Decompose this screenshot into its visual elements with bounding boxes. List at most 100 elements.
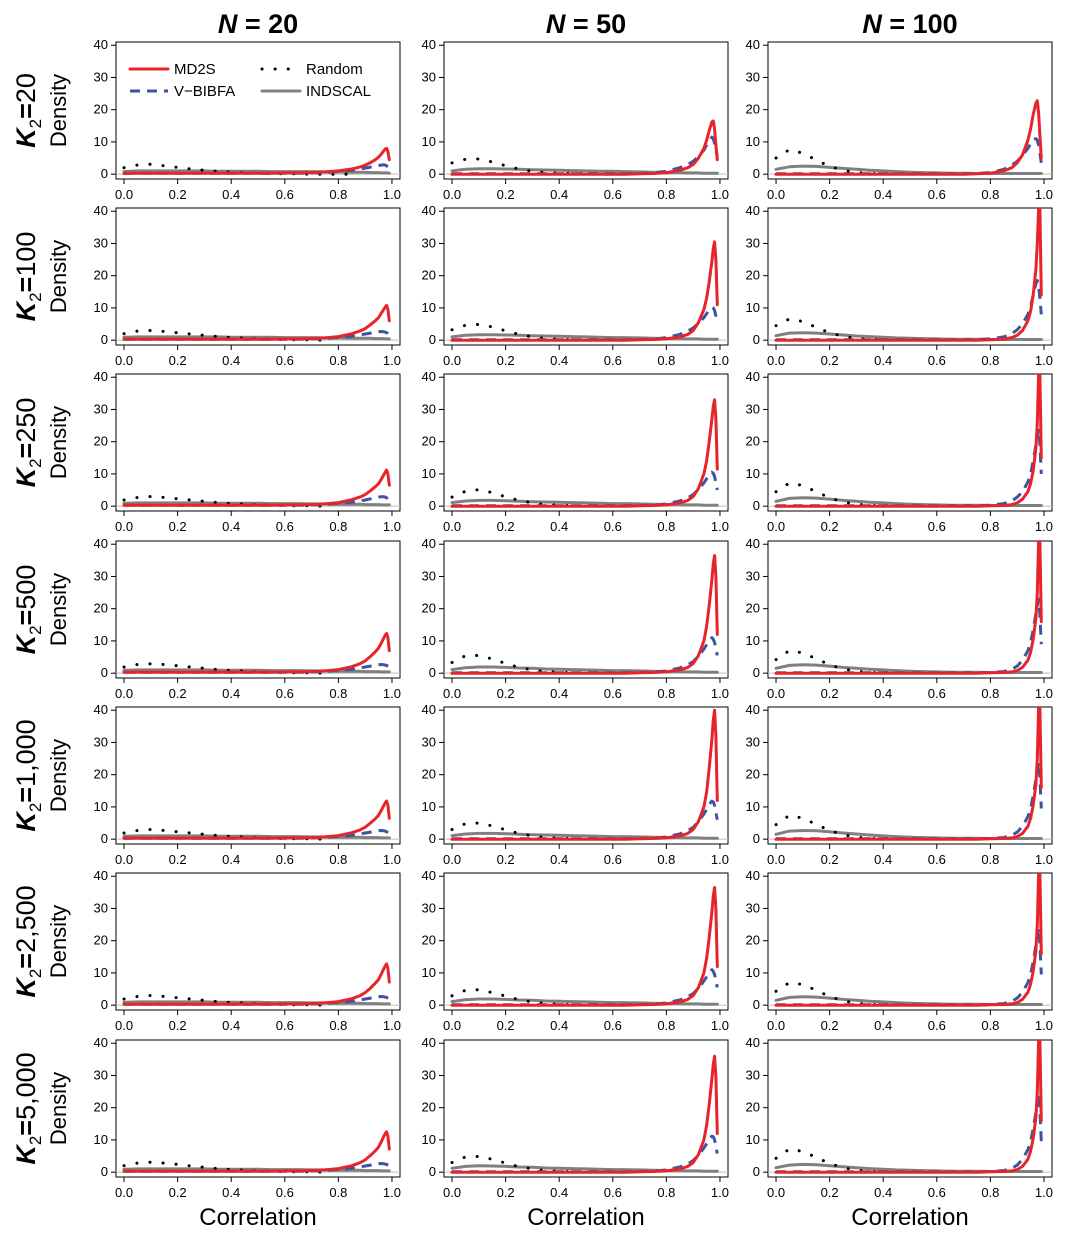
column-title-value: 20 (268, 9, 298, 39)
row-label-value: 5,000 (11, 1052, 41, 1120)
x-tick-label: 0.0 (443, 1018, 461, 1033)
series-line-md2s (774, 99, 1043, 176)
column-title-eq: = (882, 9, 913, 39)
y-tick-label: 30 (94, 401, 108, 416)
y-tick-label: 30 (746, 235, 760, 250)
y-tick-label: 30 (94, 900, 108, 915)
y-tick-label: 40 (94, 203, 108, 218)
y-tick-label: 20 (746, 601, 760, 616)
y-tick-label: 10 (94, 466, 108, 481)
x-tick-label: 0.8 (329, 686, 347, 701)
row-label-value: 2,500 (11, 885, 41, 953)
column-title-symbol: N (546, 9, 566, 39)
x-tick-label: 0.0 (443, 187, 461, 202)
y-tick-label: 40 (746, 702, 760, 717)
row-label-k: K2=500 (11, 565, 45, 655)
y-tick-label: 10 (422, 799, 436, 814)
x-tick-label: 0.0 (767, 852, 785, 867)
column-title: N = 100 (862, 9, 957, 39)
x-tick-label: 1.0 (711, 353, 729, 368)
y-axis-label: Density (46, 1072, 71, 1145)
y-tick-label: 10 (422, 1132, 436, 1147)
plot-frame (443, 706, 729, 845)
series-line-md2s (450, 708, 719, 841)
x-tick-label: 0.4 (874, 686, 892, 701)
plot-frame (115, 706, 401, 845)
y-tick-label: 40 (422, 702, 436, 717)
x-tick-label: 0.4 (550, 1185, 568, 1200)
x-tick-label: 0.6 (604, 686, 622, 701)
x-tick-label: 0.6 (276, 519, 294, 534)
y-tick-label: 30 (746, 1067, 760, 1082)
x-tick-label: 0.0 (443, 1185, 461, 1200)
y-tick-label: 20 (94, 767, 108, 782)
panel: 0 10 20 30 40 0.0 0.2 0.4 0.6 0.8 1.0 (422, 536, 729, 701)
panel: 0 10 20 30 40 0.0 0.2 0.4 0.6 0.8 1.0 (746, 1035, 1053, 1200)
y-axis-label: Density (46, 905, 71, 978)
x-tick-label: 0.0 (443, 852, 461, 867)
x-tick-label: 0.4 (222, 1018, 240, 1033)
row-label-symbol: K (11, 299, 41, 321)
y-tick-label: 10 (422, 965, 436, 980)
x-tick-label: 0.0 (767, 686, 785, 701)
series-line-md2s (774, 873, 1043, 1007)
row-label: K2=500 Density (11, 565, 71, 655)
x-tick-label: 0.2 (821, 852, 839, 867)
x-tick-label: 0.8 (329, 353, 347, 368)
x-tick-label: 0.8 (329, 1018, 347, 1033)
row-label-eq: = (11, 1120, 41, 1136)
row-label-eq: = (11, 953, 41, 969)
plot-frame (767, 706, 1053, 845)
y-tick-label: 0 (101, 997, 108, 1012)
y-tick-label: 20 (94, 268, 108, 283)
y-tick-label: 40 (422, 536, 436, 551)
plot-frame (767, 41, 1053, 180)
x-tick-label: 0.0 (767, 353, 785, 368)
y-tick-label: 10 (422, 633, 436, 648)
x-tick-label: 0.6 (276, 353, 294, 368)
x-tick-label: 0.8 (981, 187, 999, 202)
x-tick-label: 1.0 (1035, 852, 1053, 867)
x-tick-label: 0.8 (329, 852, 347, 867)
y-tick-label: 20 (422, 1100, 436, 1115)
y-tick-label: 40 (94, 1035, 108, 1050)
column-title-eq: = (237, 9, 268, 39)
row-label-symbol: K (11, 126, 41, 148)
column-title-symbol: N (862, 9, 882, 39)
y-tick-label: 0 (429, 498, 436, 513)
panel: 0 10 20 30 40 0.0 0.2 0.4 0.6 0.8 1.0 (746, 203, 1053, 368)
row-label-k: K2=2,500 (11, 885, 45, 997)
x-tick-label: 1.0 (711, 852, 729, 867)
row-label-subscript: 2 (26, 969, 45, 978)
x-tick-label: 0.6 (928, 1185, 946, 1200)
row-label: K2=20 Density (11, 73, 71, 148)
x-tick-label: 1.0 (1035, 187, 1053, 202)
panel: 0 10 20 30 40 0.0 0.2 0.4 0.6 0.8 1.0 (746, 37, 1053, 202)
y-tick-label: 40 (94, 702, 108, 717)
column-title: N = 20 (218, 9, 298, 39)
x-tick-label: 1.0 (383, 686, 401, 701)
y-tick-label: 40 (746, 868, 760, 883)
y-tick-label: 0 (753, 166, 760, 181)
y-tick-label: 10 (746, 134, 760, 149)
x-tick-label: 0.6 (276, 1018, 294, 1033)
series-line-md2s (122, 1130, 391, 1173)
y-tick-label: 40 (94, 369, 108, 384)
x-tick-label: 0.2 (497, 852, 515, 867)
x-tick-label: 0.2 (497, 686, 515, 701)
x-tick-label: 0.4 (222, 353, 240, 368)
panel: 0 10 20 30 40 0.0 0.2 0.4 0.6 0.8 1.0 (746, 868, 1053, 1033)
y-axis-label: Density (46, 573, 71, 646)
row-label: K2=100 Density (11, 232, 71, 322)
x-tick-label: 0.2 (497, 353, 515, 368)
x-tick-label: 0.6 (928, 686, 946, 701)
series-line-md2s (774, 1040, 1043, 1174)
x-tick-label: 0.8 (329, 519, 347, 534)
row-label-subscript: 2 (26, 292, 45, 301)
y-tick-label: 40 (94, 868, 108, 883)
x-tick-label: 1.0 (711, 1185, 729, 1200)
x-tick-label: 0.6 (276, 686, 294, 701)
x-tick-label: 0.4 (874, 1018, 892, 1033)
y-tick-label: 10 (746, 799, 760, 814)
x-tick-label: 0.0 (767, 187, 785, 202)
